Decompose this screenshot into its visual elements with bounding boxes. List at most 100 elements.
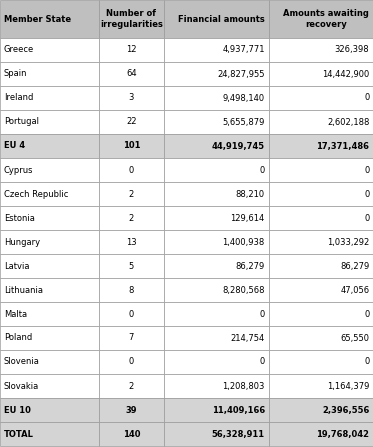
Text: Slovenia: Slovenia [4, 358, 40, 367]
Text: 0: 0 [260, 309, 265, 319]
Bar [269, 326, 373, 350]
Bar [164, 134, 269, 158]
Bar [269, 302, 373, 326]
Text: 2: 2 [129, 214, 134, 223]
Text: 326,398: 326,398 [335, 46, 369, 55]
Text: 1,164,379: 1,164,379 [327, 381, 369, 391]
Bar [164, 350, 269, 374]
Text: 101: 101 [123, 142, 140, 151]
Text: Ireland: Ireland [4, 93, 33, 102]
Text: Member State: Member State [4, 14, 71, 24]
Text: 0: 0 [364, 165, 369, 174]
Text: 7: 7 [129, 333, 134, 342]
Text: 2,396,556: 2,396,556 [322, 405, 369, 414]
Bar [164, 278, 269, 302]
Text: EU 4: EU 4 [4, 142, 25, 151]
Text: 0: 0 [364, 358, 369, 367]
Bar [0, 62, 99, 86]
Text: 86,279: 86,279 [340, 261, 369, 270]
Bar [164, 158, 269, 182]
Bar [0, 398, 99, 422]
Text: 12: 12 [126, 46, 137, 55]
Bar [164, 254, 269, 278]
Text: 64: 64 [126, 69, 137, 79]
Text: 1,208,803: 1,208,803 [222, 381, 265, 391]
Bar [164, 38, 269, 62]
Bar [99, 110, 164, 134]
Text: 19,768,042: 19,768,042 [316, 430, 369, 439]
Bar [99, 86, 164, 110]
Bar [269, 254, 373, 278]
Bar [164, 422, 269, 446]
Text: 0: 0 [260, 358, 265, 367]
Bar [0, 422, 99, 446]
Text: 0: 0 [364, 190, 369, 198]
Text: Amounts awaiting
recovery: Amounts awaiting recovery [283, 9, 369, 29]
Bar [0, 230, 99, 254]
Bar [0, 86, 99, 110]
Bar [99, 62, 164, 86]
Bar [164, 302, 269, 326]
Text: 22: 22 [126, 118, 137, 127]
Bar [0, 326, 99, 350]
Text: 0: 0 [364, 309, 369, 319]
Bar [0, 350, 99, 374]
Text: Number of
irregularities: Number of irregularities [100, 9, 163, 29]
Text: Greece: Greece [4, 46, 34, 55]
Bar [269, 206, 373, 230]
Bar [164, 110, 269, 134]
Bar [164, 398, 269, 422]
Bar [99, 134, 164, 158]
Text: 0: 0 [364, 93, 369, 102]
Text: 0: 0 [260, 165, 265, 174]
Text: 129,614: 129,614 [231, 214, 265, 223]
Text: Poland: Poland [4, 333, 32, 342]
Text: 1,400,938: 1,400,938 [223, 237, 265, 246]
Bar [269, 62, 373, 86]
Bar [0, 110, 99, 134]
Bar [0, 38, 99, 62]
Bar [99, 422, 164, 446]
Bar [0, 206, 99, 230]
Bar [164, 86, 269, 110]
Bar [0, 374, 99, 398]
Bar [269, 230, 373, 254]
Text: 214,754: 214,754 [231, 333, 265, 342]
Text: Czech Republic: Czech Republic [4, 190, 68, 198]
Bar [99, 350, 164, 374]
Text: 4,937,771: 4,937,771 [222, 46, 265, 55]
Bar [269, 182, 373, 206]
Text: 24,827,955: 24,827,955 [217, 69, 265, 79]
Text: 86,279: 86,279 [236, 261, 265, 270]
Bar [269, 134, 373, 158]
Text: 88,210: 88,210 [236, 190, 265, 198]
Bar [99, 398, 164, 422]
Bar [99, 254, 164, 278]
Bar [0, 254, 99, 278]
Text: TOTAL: TOTAL [4, 430, 34, 439]
Bar [0, 134, 99, 158]
Text: 5: 5 [129, 261, 134, 270]
Bar [99, 158, 164, 182]
Bar [0, 278, 99, 302]
Text: 14,442,900: 14,442,900 [322, 69, 369, 79]
Bar [0, 158, 99, 182]
Bar [99, 326, 164, 350]
Bar [269, 398, 373, 422]
Text: Spain: Spain [4, 69, 27, 79]
Bar [164, 374, 269, 398]
Bar [269, 374, 373, 398]
Text: 2,602,188: 2,602,188 [327, 118, 369, 127]
Text: 8,280,568: 8,280,568 [222, 286, 265, 295]
Text: 39: 39 [126, 405, 137, 414]
Bar [164, 62, 269, 86]
Text: 1,033,292: 1,033,292 [327, 237, 369, 246]
Text: Portugal: Portugal [4, 118, 39, 127]
Bar [99, 374, 164, 398]
Bar [164, 0, 269, 38]
Text: Financial amounts: Financial amounts [178, 14, 265, 24]
Text: 44,919,745: 44,919,745 [212, 142, 265, 151]
Text: 0: 0 [129, 165, 134, 174]
Text: 0: 0 [129, 358, 134, 367]
Bar [269, 86, 373, 110]
